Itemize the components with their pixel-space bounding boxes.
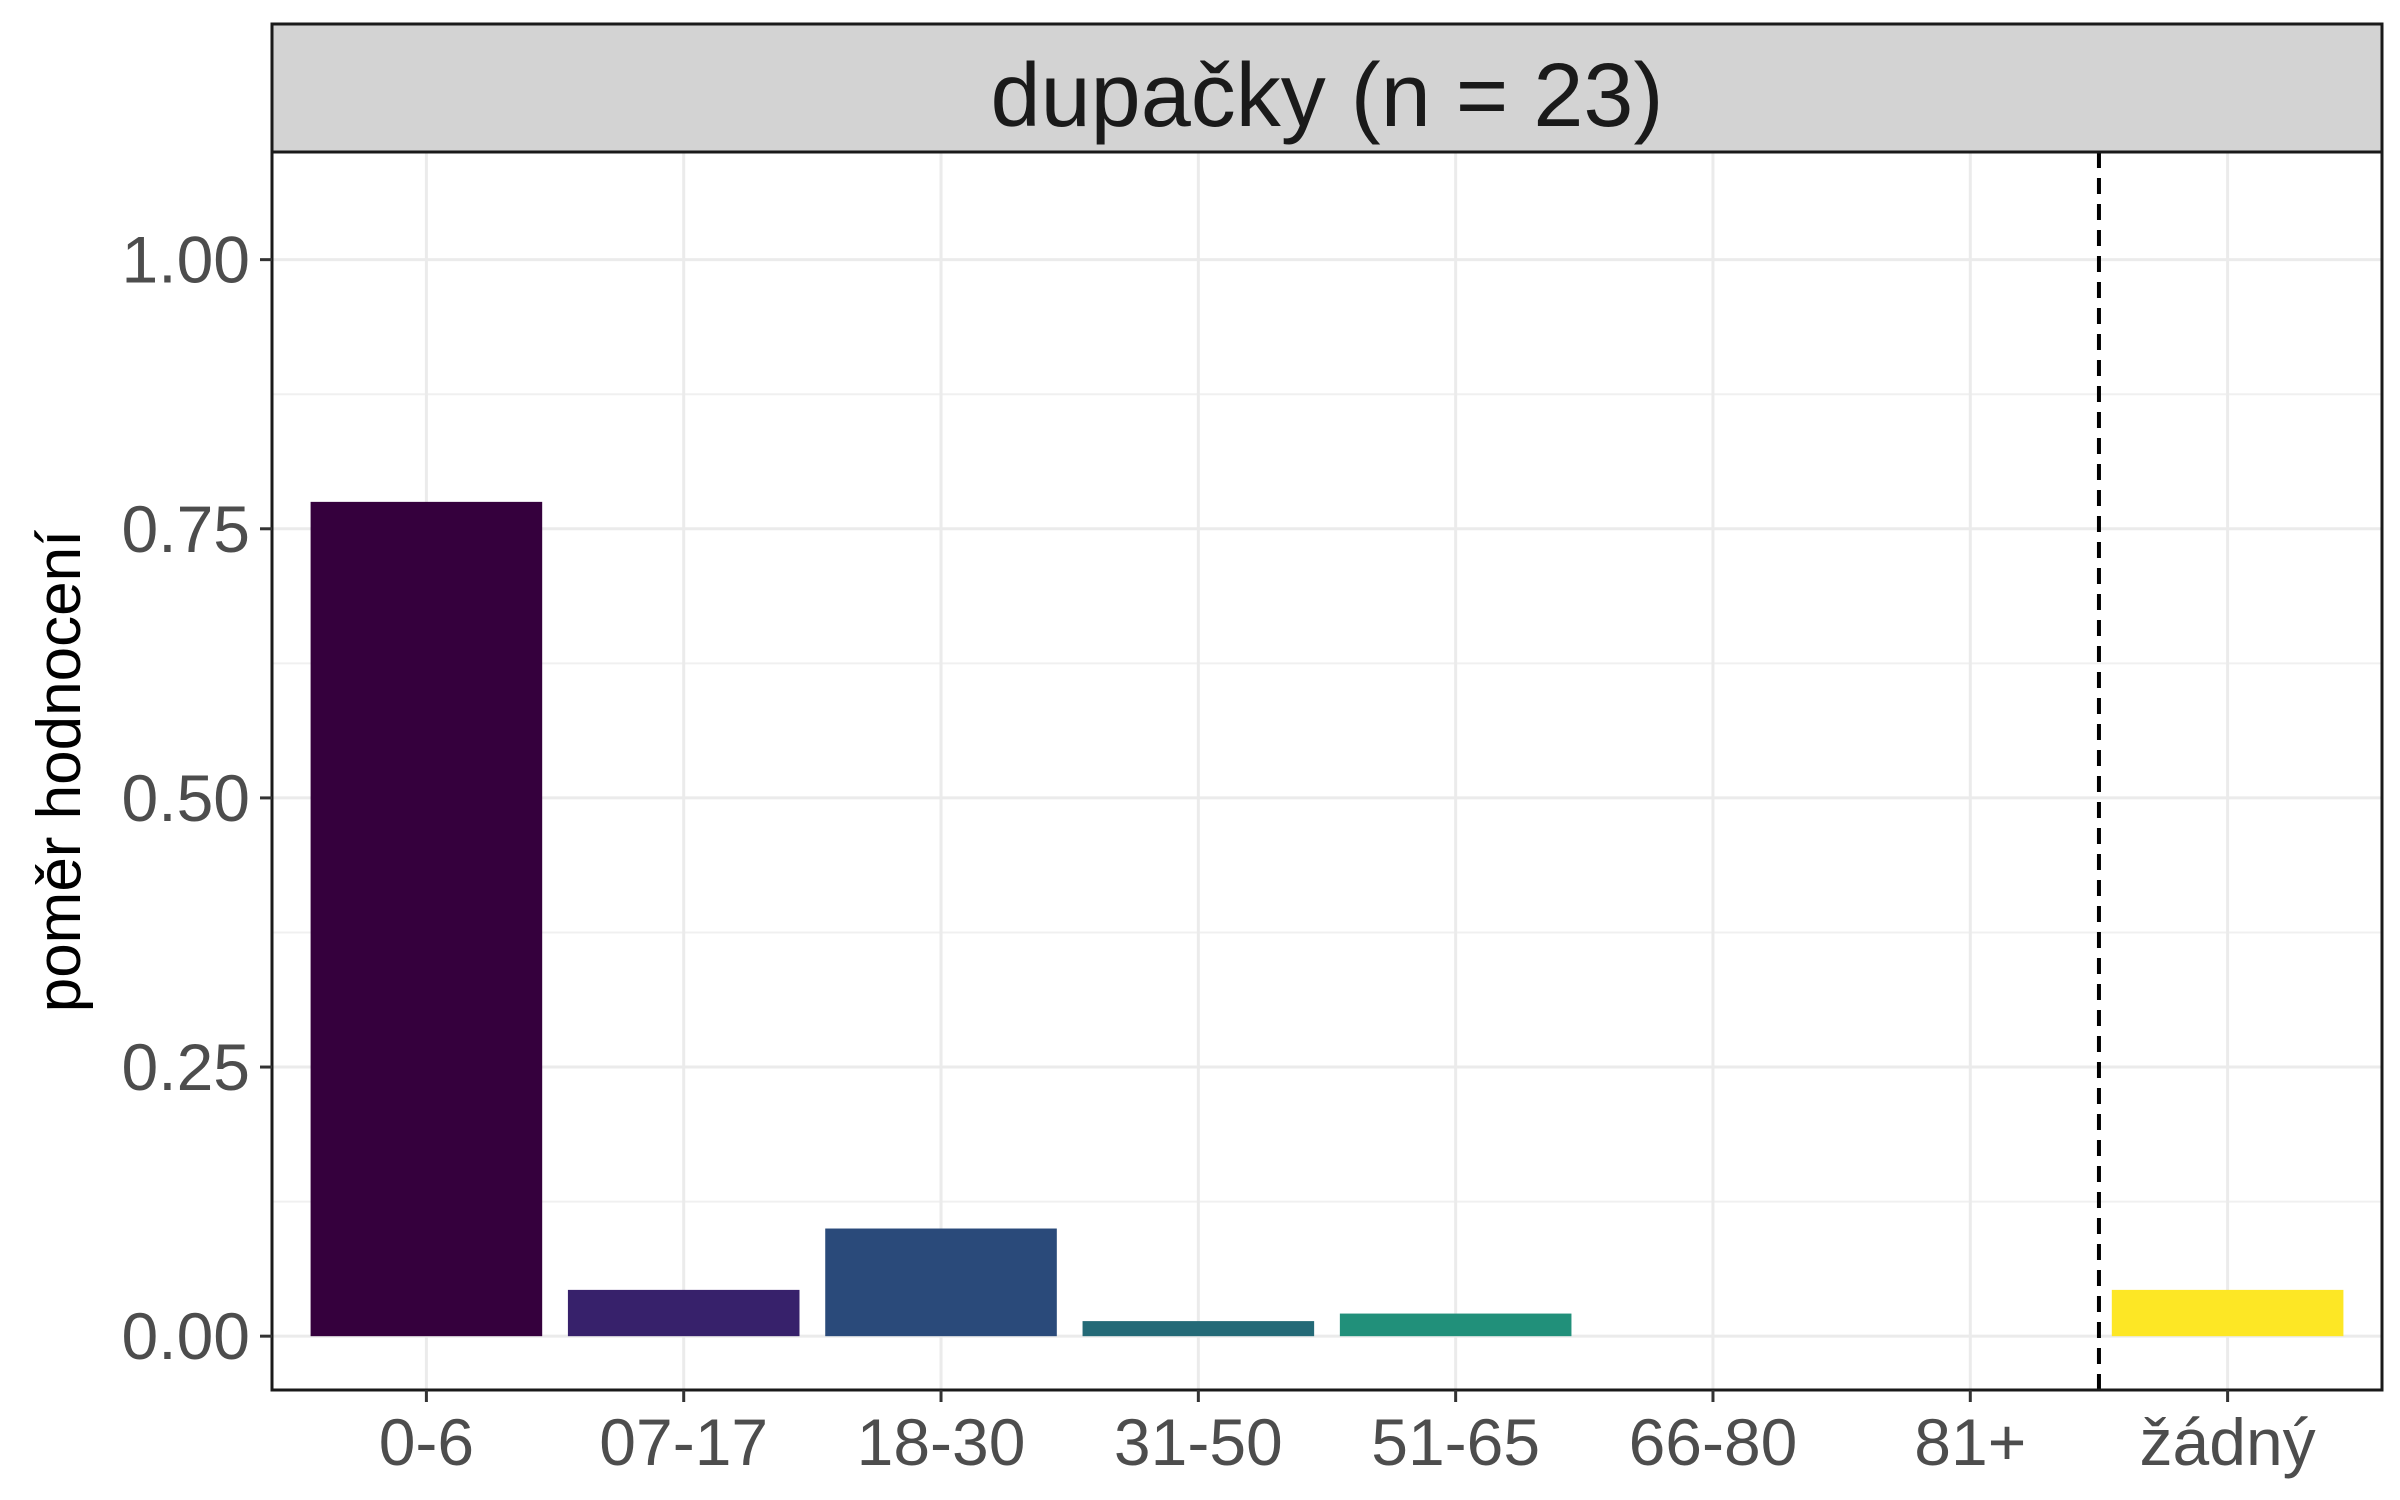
y-axis-title: poměr hodnocení — [25, 530, 94, 1013]
bar-07-17 — [567, 1289, 800, 1337]
bars — [310, 501, 2344, 1337]
bar-18-30 — [825, 1228, 1057, 1337]
panel-background — [272, 152, 2382, 1390]
bar-žádný — [2111, 1289, 2344, 1337]
x-tick-label: 81+ — [1914, 1405, 2026, 1479]
x-tick-label: žádný — [2140, 1405, 2316, 1479]
y-tick-label: 0.50 — [122, 761, 250, 835]
y-tick-label: 0.25 — [122, 1030, 250, 1104]
panel-border — [270, 150, 2384, 1392]
x-tick-label: 51-65 — [1371, 1405, 1540, 1479]
y-axis-ticks: 0.00 0.25 0.50 0.75 1.00 — [122, 223, 272, 1373]
x-tick-label: 18-30 — [857, 1405, 1026, 1479]
chart-title: dupačky (n = 23) — [991, 46, 1664, 146]
y-tick-label: 1.00 — [122, 223, 250, 297]
y-tick-label: 0.75 — [122, 492, 250, 566]
x-tick-label: 31-50 — [1114, 1405, 1283, 1479]
strip-background — [270, 22, 2384, 154]
y-tick-label: 0.00 — [122, 1299, 250, 1373]
x-tick-label: 07-17 — [599, 1405, 768, 1479]
x-tick-label: 0-6 — [379, 1405, 474, 1479]
bar-31-50 — [1082, 1321, 1315, 1337]
bar-0-6 — [310, 501, 543, 1337]
bar-51-65 — [1339, 1313, 1572, 1337]
x-axis-ticks: 0-6 07-17 18-30 31-50 51-65 66-80 81+ žádný — [379, 1390, 2316, 1479]
grid-minor — [272, 393, 2382, 1203]
x-tick-label: 66-80 — [1629, 1405, 1798, 1479]
